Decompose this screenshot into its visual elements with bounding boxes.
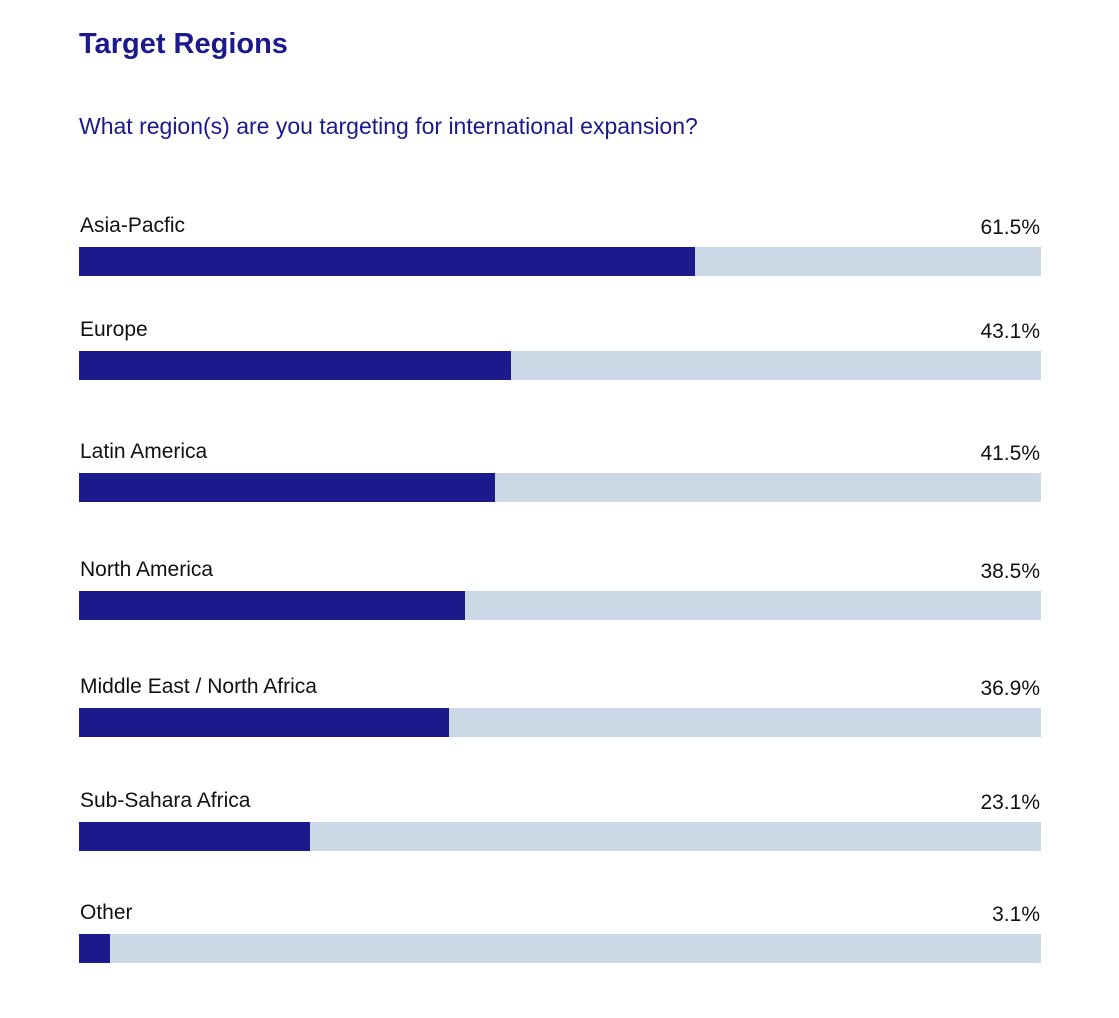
bar-value-label: 38.5% xyxy=(980,560,1040,583)
bar-row: North America 38.5% xyxy=(79,558,1041,620)
bar-label: Latin America xyxy=(80,440,208,463)
bar-track xyxy=(79,473,1041,502)
bar-fill xyxy=(79,934,110,963)
bar-label: Asia-Pacfic xyxy=(80,214,186,237)
bar-fill xyxy=(79,822,310,851)
bar-label: Europe xyxy=(80,318,148,341)
bar-track xyxy=(79,822,1041,851)
bar-row: Sub-Sahara Africa 23.1% xyxy=(79,789,1041,851)
bar-label: Middle East / North Africa xyxy=(80,675,317,698)
bar-row: Asia-Pacfic 61.5% xyxy=(79,214,1041,276)
bar-value-label: 61.5% xyxy=(980,216,1040,239)
bar-track xyxy=(79,934,1041,963)
bar-row: Middle East / North Africa 36.9% xyxy=(79,675,1041,737)
bar-value-label: 36.9% xyxy=(980,677,1040,700)
chart-title: Target Regions xyxy=(79,28,288,60)
bar-value-label: 43.1% xyxy=(980,320,1040,343)
survey-question: What region(s) are you targeting for int… xyxy=(79,113,698,139)
bar-fill xyxy=(79,591,465,620)
bar-row: Latin America 41.5% xyxy=(79,440,1041,502)
bar-label: Other xyxy=(80,901,133,924)
bar-value-label: 23.1% xyxy=(980,791,1040,814)
bar-track xyxy=(79,708,1041,737)
bar-row: Europe 43.1% xyxy=(79,318,1041,380)
bar-track xyxy=(79,591,1041,620)
bar-track xyxy=(79,351,1041,380)
bar-row: Other 3.1% xyxy=(79,901,1041,963)
bar-track xyxy=(79,247,1041,276)
bar-fill xyxy=(79,247,695,276)
bar-fill xyxy=(79,473,495,502)
bar-value-label: 41.5% xyxy=(980,442,1040,465)
bar-label: North America xyxy=(80,558,214,581)
bar-value-label: 3.1% xyxy=(992,903,1040,926)
bar-fill xyxy=(79,708,449,737)
bar-label: Sub-Sahara Africa xyxy=(80,789,251,812)
bar-fill xyxy=(79,351,511,380)
